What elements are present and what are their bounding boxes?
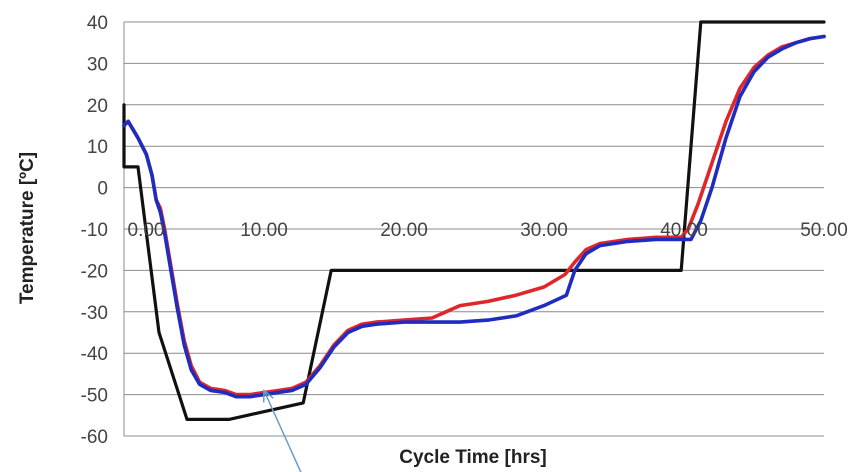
x-tick-label: 10.00 [240, 220, 288, 241]
y-tick-label: -40 [81, 344, 108, 365]
annotation [262, 388, 302, 472]
series-line-3 [122, 34, 826, 399]
x-tick-label: 20.00 [380, 220, 428, 241]
y-tick-label: 30 [87, 54, 108, 75]
annotation-arrow-head [262, 388, 274, 403]
annotation-arrow-shaft [263, 390, 302, 472]
x-tick-labels: 0.00 10.00 20.00 30.00 40.00 50.00 [128, 220, 848, 241]
y-tick-label: -50 [81, 386, 108, 407]
y-tick-label: -30 [81, 303, 108, 324]
series-lines [122, 20, 826, 421]
y-tick-label: 20 [87, 96, 108, 117]
y-tick-label: 40 [87, 13, 108, 34]
x-tick-label: 50.00 [800, 220, 848, 241]
x-tick-label: 30.00 [520, 220, 568, 241]
x-tick-label: 0.00 [128, 220, 165, 241]
y-tick-label: 10 [87, 137, 108, 158]
y-tick-label: -10 [81, 220, 108, 241]
x-tick-label: 40.00 [660, 220, 708, 241]
series-line-2 [122, 34, 826, 397]
y-tick-label: 0 [97, 179, 108, 200]
y-tick-labels: 40 30 20 10 0 -10 -20 -30 -40 -50 -60 [81, 13, 108, 448]
y-tick-label: -60 [81, 427, 108, 448]
y-axis-title: Temperature [ºC] [17, 152, 38, 304]
gridlines [123, 21, 824, 437]
y-tick-label: -20 [81, 261, 108, 282]
series-line-1 [122, 20, 826, 421]
x-axis-title: Cycle Time [hrs] [399, 447, 546, 468]
